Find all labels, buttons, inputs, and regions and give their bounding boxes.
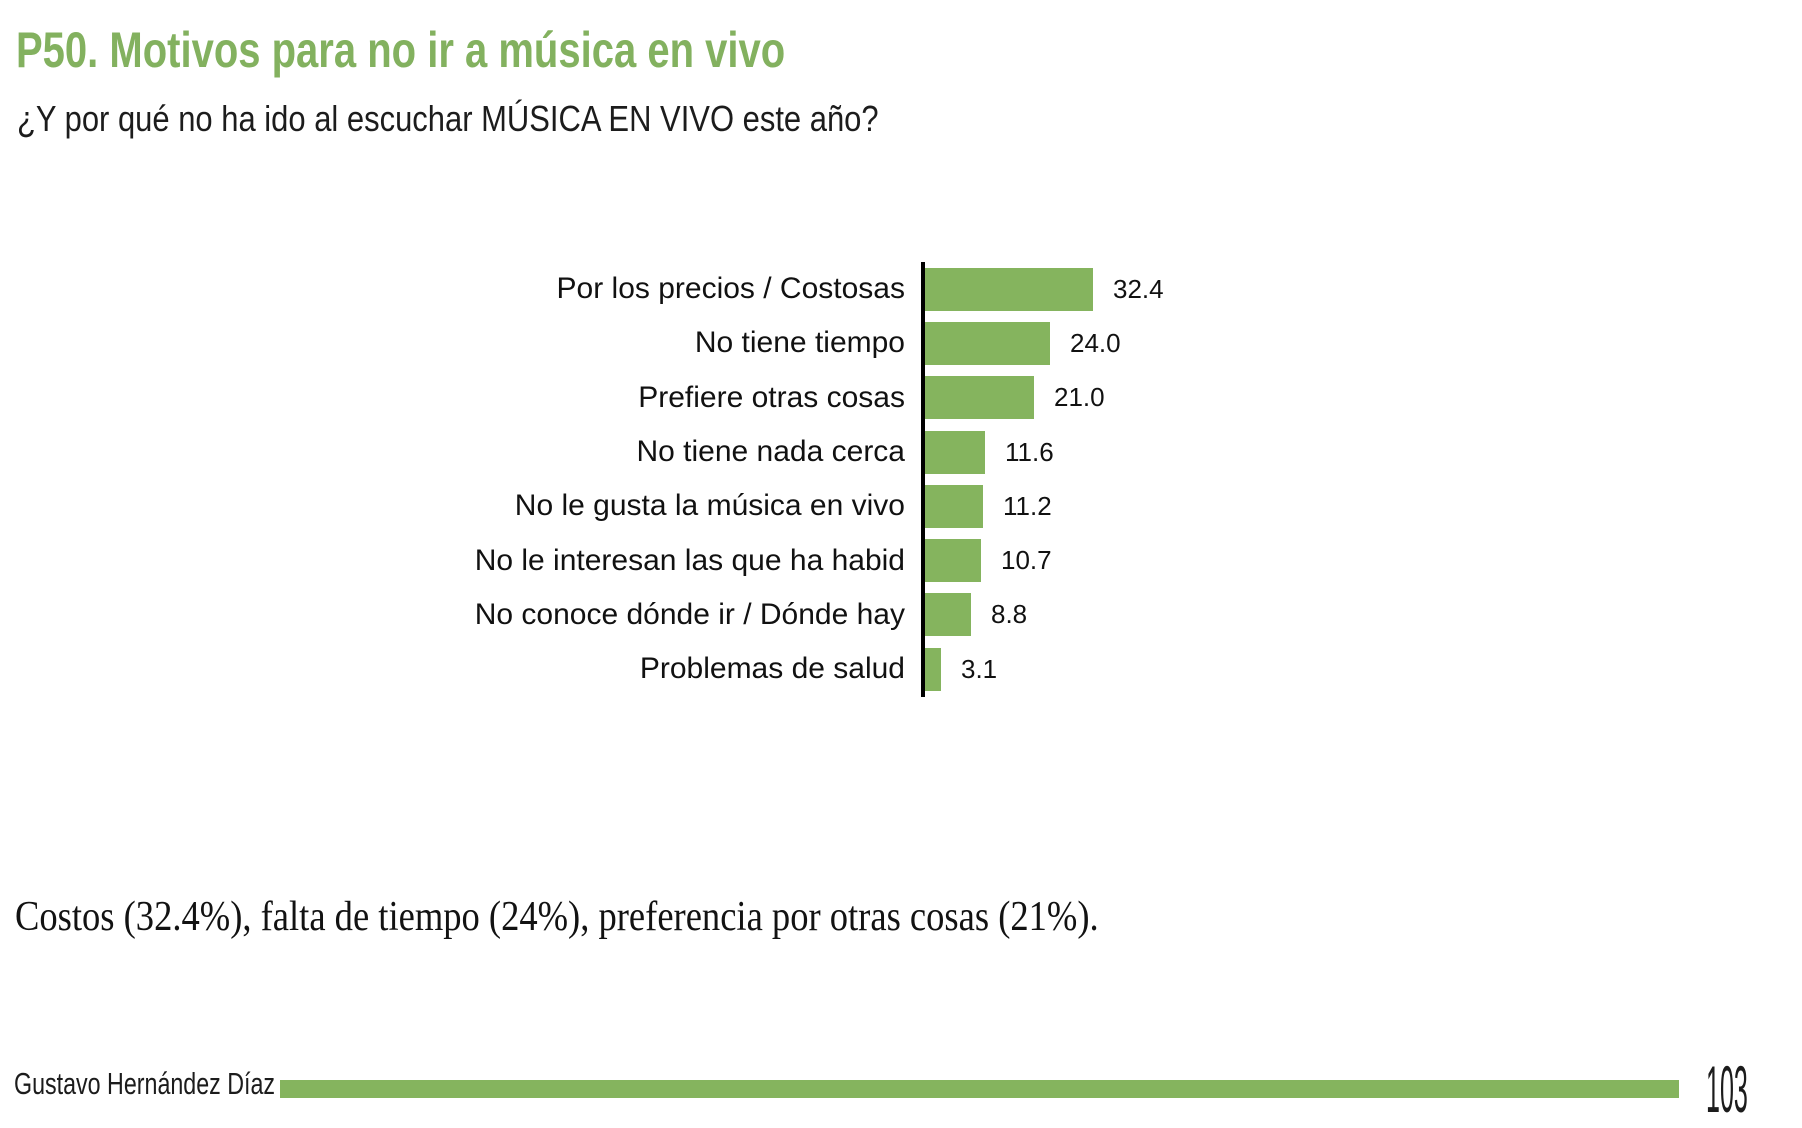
page-title: P50. Motivos para no ir a música en vivo — [16, 22, 786, 78]
bar-row: No le interesan las que ha habid 10.7 — [0, 533, 1400, 587]
value-label: 11.2 — [1003, 490, 1052, 521]
bar-row: No tiene nada cerca 11.6 — [0, 425, 1400, 479]
summary-text: Costos (32.4%), falta de tiempo (24%), p… — [15, 894, 1099, 940]
page-number: 103 — [1706, 1052, 1748, 1126]
category-label: No conoce dónde ir / Dónde hay — [474, 597, 905, 631]
bar-chart: Por los precios / Costosas 32.4 No tiene… — [0, 262, 1400, 696]
category-label: Problemas de salud — [639, 652, 905, 686]
value-label: 3.1 — [961, 653, 998, 684]
footer-rule — [280, 1080, 1679, 1098]
category-label: No le gusta la música en vivo — [514, 489, 905, 523]
bar-row: Problemas de salud 3.1 — [0, 642, 1400, 696]
value-label: 8.8 — [991, 599, 1028, 630]
value-label: 24.0 — [1070, 327, 1121, 358]
bar-row: No tiene tiempo 24.0 — [0, 316, 1400, 370]
bar-row: No le gusta la música en vivo 11.2 — [0, 479, 1400, 533]
bar-row: Por los precios / Costosas 32.4 — [0, 262, 1400, 316]
bar — [925, 321, 1050, 365]
bar — [925, 647, 941, 691]
bar-row: Prefiere otras cosas 21.0 — [0, 371, 1400, 425]
bar — [925, 430, 985, 474]
category-label: Por los precios / Costosas — [556, 272, 905, 306]
bar — [925, 539, 981, 583]
value-label: 11.6 — [1005, 436, 1054, 467]
category-label: No le interesan las que ha habid — [474, 543, 905, 577]
page-subtitle: ¿Y por qué no ha ido al escuchar MÚSICA … — [17, 98, 879, 139]
footer-author: Gustavo Hernández Díaz — [14, 1066, 276, 1101]
bar-row: No conoce dónde ir / Dónde hay 8.8 — [0, 588, 1400, 642]
y-axis-line — [921, 262, 925, 697]
bar — [925, 376, 1034, 420]
value-label: 32.4 — [1113, 273, 1164, 304]
value-label: 10.7 — [1001, 545, 1052, 576]
bar — [925, 484, 983, 528]
category-label: Prefiere otras cosas — [638, 380, 905, 414]
bar — [925, 267, 1093, 311]
bar — [925, 593, 971, 637]
category-label: No tiene tiempo — [694, 326, 905, 360]
category-label: No tiene nada cerca — [636, 435, 905, 469]
value-label: 21.0 — [1054, 382, 1105, 413]
